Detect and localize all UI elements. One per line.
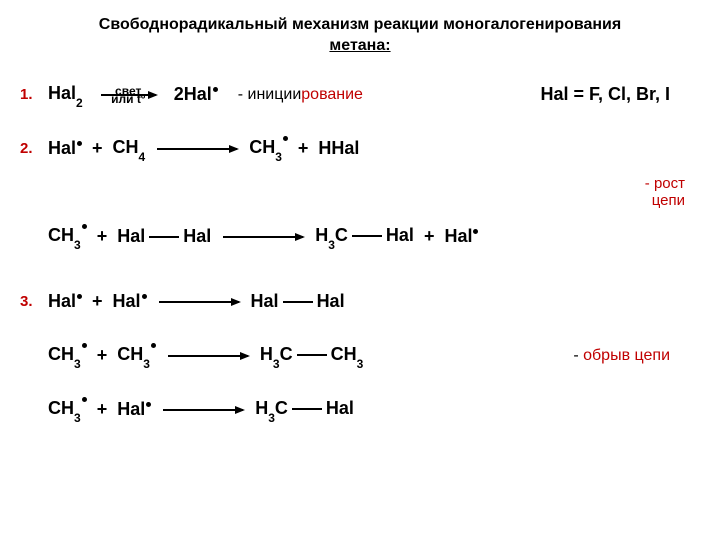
step-2-row-1: 2. Hal + CH4 CH3 + HHal: [20, 129, 700, 169]
stage-1-label: - инициирование: [238, 86, 363, 104]
plus-icon: +: [97, 399, 108, 420]
species-ch3-radical: CH3: [48, 225, 87, 249]
step-1-number: 1.: [20, 86, 48, 103]
plus-icon: +: [92, 291, 103, 312]
species-hal2: Hal2: [48, 83, 83, 107]
plus-icon: +: [298, 138, 309, 159]
arrow-icon: [163, 409, 243, 411]
step-2-equation-2: CH3 + HalHal H3CHal + Hal: [48, 225, 478, 249]
plus-icon: +: [92, 138, 103, 159]
species-hal-radical: Hal: [444, 226, 478, 247]
species-hal-radical: Hal: [48, 138, 82, 159]
hal-definition: Hal = F, Cl, Br, I: [540, 84, 670, 105]
plus-icon: +: [97, 345, 108, 366]
species-2hal-radical: 2Hal: [174, 84, 218, 105]
species-hal-radical: Hal: [113, 291, 147, 312]
step-1-equation: Hal2 свет или tº 2Hal: [48, 83, 218, 107]
step-2-number: 2.: [20, 140, 48, 157]
species-ch3-radical: CH3: [48, 344, 87, 368]
step-2-equation-1: Hal + CH4 CH3 + HHal: [48, 137, 359, 161]
species-hal-hal: HalHal: [251, 291, 345, 312]
step-1-row: 1. Hal2 свет или tº 2Hal - инициирование…: [20, 75, 700, 115]
step-3-row-1: 3. Hal + Hal HalHal: [20, 282, 700, 322]
species-ch3-radical: CH3: [48, 398, 87, 422]
species-hal-radical: Hal: [48, 291, 82, 312]
reaction-arrow-conditions: свет или tº: [93, 84, 164, 106]
species-h3c-hal: H3CHal: [255, 398, 354, 422]
plus-icon: +: [97, 226, 108, 247]
species-hal-hal: HalHal: [117, 226, 211, 247]
diagram-title: Свободнорадикальный механизм реакции мон…: [20, 15, 700, 57]
arrow-icon: [157, 148, 237, 150]
title-line-2: метана:: [329, 37, 390, 54]
stage-3-label: - обрыв цепи: [573, 347, 670, 365]
species-ch3-radical: CH3: [249, 137, 288, 161]
species-hhal: HHal: [318, 138, 359, 159]
step-3-row-2: CH3 + CH3 H3CCH3 - обрыв цепи: [20, 336, 700, 376]
bond-icon: [149, 236, 179, 238]
plus-icon: +: [424, 226, 435, 247]
species-h3c-ch3: H3CCH3: [260, 344, 363, 368]
step-3-number: 3.: [20, 293, 48, 310]
step-3-equation-2: CH3 + CH3 H3CCH3: [48, 344, 363, 368]
step-2-row-2: CH3 + HalHal H3CHal + Hal: [20, 217, 700, 257]
bond-icon: [283, 301, 313, 303]
species-ch3-radical: CH3: [117, 344, 156, 368]
step-3-row-3: CH3 + Hal H3CHal: [20, 390, 700, 430]
step-3-equation-3: CH3 + Hal H3CHal: [48, 398, 354, 422]
species-h3c-hal: H3CHal: [315, 225, 414, 249]
stage-2-label: - рост цепи: [20, 175, 685, 209]
step-3-equation-1: Hal + Hal HalHal: [48, 291, 345, 312]
bond-icon: [292, 408, 322, 410]
title-line-1: Свободнорадикальный механизм реакции мон…: [99, 16, 621, 33]
species-hal-radical: Hal: [117, 399, 151, 420]
bond-icon: [352, 235, 382, 237]
species-ch4: CH4: [113, 137, 146, 161]
arrow-icon: [168, 355, 248, 357]
arrow-icon: [159, 301, 239, 303]
arrow-icon: [101, 94, 156, 96]
arrow-icon: [223, 236, 303, 238]
bond-icon: [297, 354, 327, 356]
